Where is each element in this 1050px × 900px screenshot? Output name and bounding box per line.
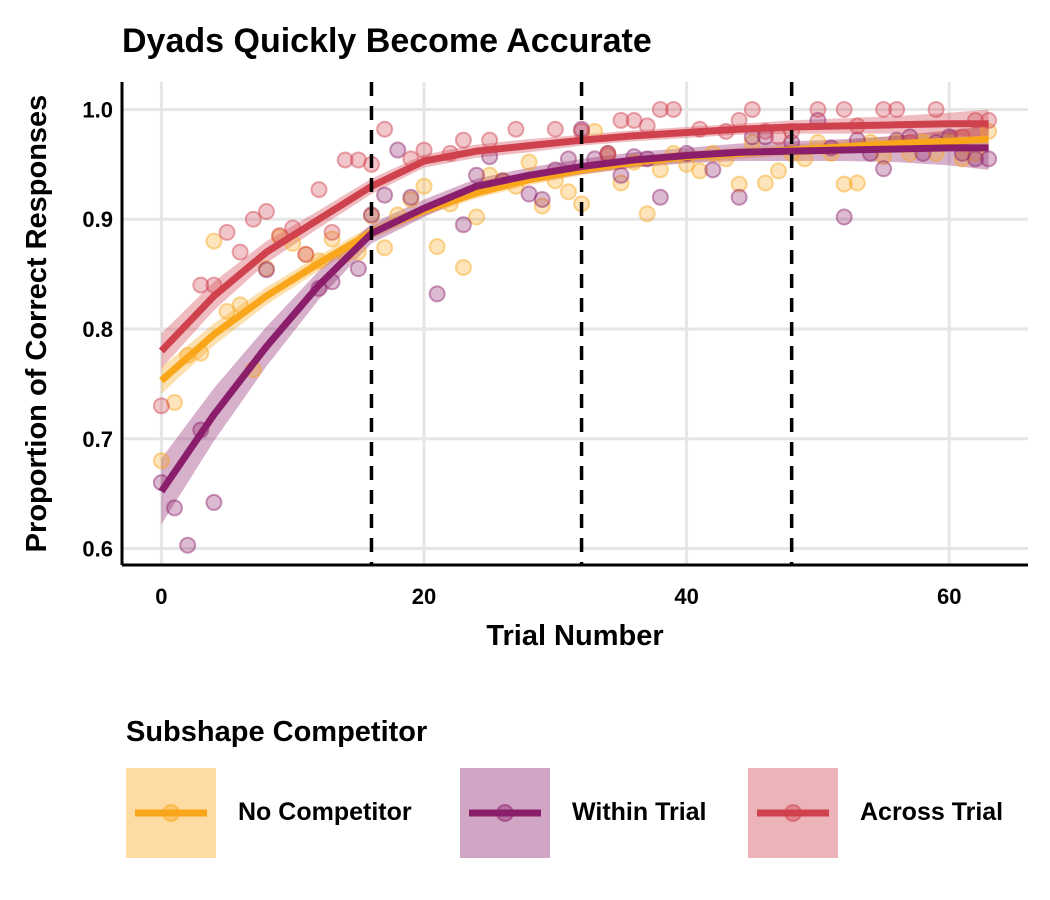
data-point xyxy=(730,188,748,206)
data-point xyxy=(612,174,630,192)
data-point xyxy=(770,162,788,180)
data-point xyxy=(533,197,551,215)
data-point xyxy=(179,536,197,554)
data-point xyxy=(875,160,893,178)
data-point xyxy=(533,190,551,208)
data-point xyxy=(612,111,630,129)
x-tick-label: 20 xyxy=(412,584,436,609)
data-point xyxy=(257,260,275,278)
data-point xyxy=(218,223,236,241)
data-point xyxy=(428,238,446,256)
data-point xyxy=(927,100,945,118)
data-point xyxy=(415,177,433,195)
data-point xyxy=(166,499,184,517)
data-point xyxy=(980,150,998,168)
x-tick-label: 0 xyxy=(155,584,167,609)
data-point xyxy=(454,216,472,234)
data-point xyxy=(651,100,669,118)
data-point xyxy=(612,166,630,184)
data-point xyxy=(730,175,748,193)
y-axis-label: Proportion of Correct Responses xyxy=(21,95,53,553)
x-tick-label: 60 xyxy=(937,584,961,609)
data-point xyxy=(454,259,472,277)
data-point xyxy=(349,260,367,278)
data-point xyxy=(402,188,420,206)
data-point xyxy=(349,151,367,169)
data-point xyxy=(835,175,853,193)
data-point xyxy=(389,141,407,159)
data-point xyxy=(664,100,682,118)
data-point xyxy=(323,230,341,248)
data-point xyxy=(428,285,446,303)
data-point xyxy=(166,394,184,412)
data-point xyxy=(835,208,853,226)
legend-title: Subshape Competitor xyxy=(126,716,428,748)
data-point xyxy=(152,397,170,415)
data-point xyxy=(297,245,315,263)
data-point xyxy=(257,203,275,221)
data-point xyxy=(835,100,853,118)
data-point xyxy=(415,141,433,159)
data-point xyxy=(297,245,315,263)
data-point xyxy=(559,150,577,168)
data-point xyxy=(481,131,499,149)
x-axis-label: Trial Number xyxy=(486,620,663,652)
data-point xyxy=(257,261,275,279)
data-point xyxy=(756,174,774,192)
legend-key-swatch xyxy=(748,768,838,858)
data-point xyxy=(468,208,486,226)
x-tick-label: 40 xyxy=(674,584,698,609)
y-tick-label: 0.6 xyxy=(82,537,113,562)
data-point xyxy=(691,162,709,180)
y-tick-label: 0.8 xyxy=(82,317,113,342)
data-point xyxy=(559,183,577,201)
data-point xyxy=(651,161,669,179)
data-point xyxy=(205,232,223,250)
data-point xyxy=(520,153,538,171)
y-tick-label: 1.0 xyxy=(82,97,113,122)
data-point xyxy=(638,205,656,223)
legend-label: No Competitor xyxy=(238,798,412,826)
data-point xyxy=(336,151,354,169)
legend-key-swatch xyxy=(460,768,550,858)
data-point xyxy=(875,100,893,118)
data-point xyxy=(848,174,866,192)
chart-title: Dyads Quickly Become Accurate xyxy=(122,22,652,60)
data-point xyxy=(376,239,394,257)
data-point xyxy=(809,100,827,118)
data-point xyxy=(651,188,669,206)
data-point xyxy=(376,120,394,138)
data-point xyxy=(192,276,210,294)
data-point xyxy=(218,302,236,320)
data-point xyxy=(743,100,761,118)
data-point xyxy=(468,166,486,184)
data-point xyxy=(323,223,341,241)
legend-label: Within Trial xyxy=(572,798,707,826)
data-point xyxy=(625,111,643,129)
data-point xyxy=(402,190,420,208)
data-point xyxy=(244,210,262,228)
data-point xyxy=(231,243,249,261)
data-point xyxy=(507,120,525,138)
legend-key-swatch xyxy=(126,768,216,858)
data-point xyxy=(704,161,722,179)
data-point xyxy=(152,452,170,470)
data-point xyxy=(888,100,906,118)
y-tick-label: 0.9 xyxy=(82,207,113,232)
data-point xyxy=(376,186,394,204)
data-point xyxy=(546,120,564,138)
y-tick-label: 0.7 xyxy=(82,427,113,452)
data-point xyxy=(310,181,328,199)
data-point xyxy=(454,131,472,149)
data-point xyxy=(520,185,538,203)
legend-label: Across Trial xyxy=(860,798,1004,826)
data-point xyxy=(205,493,223,511)
legend: No Competitor Within Trial Across Trial xyxy=(126,768,1036,860)
